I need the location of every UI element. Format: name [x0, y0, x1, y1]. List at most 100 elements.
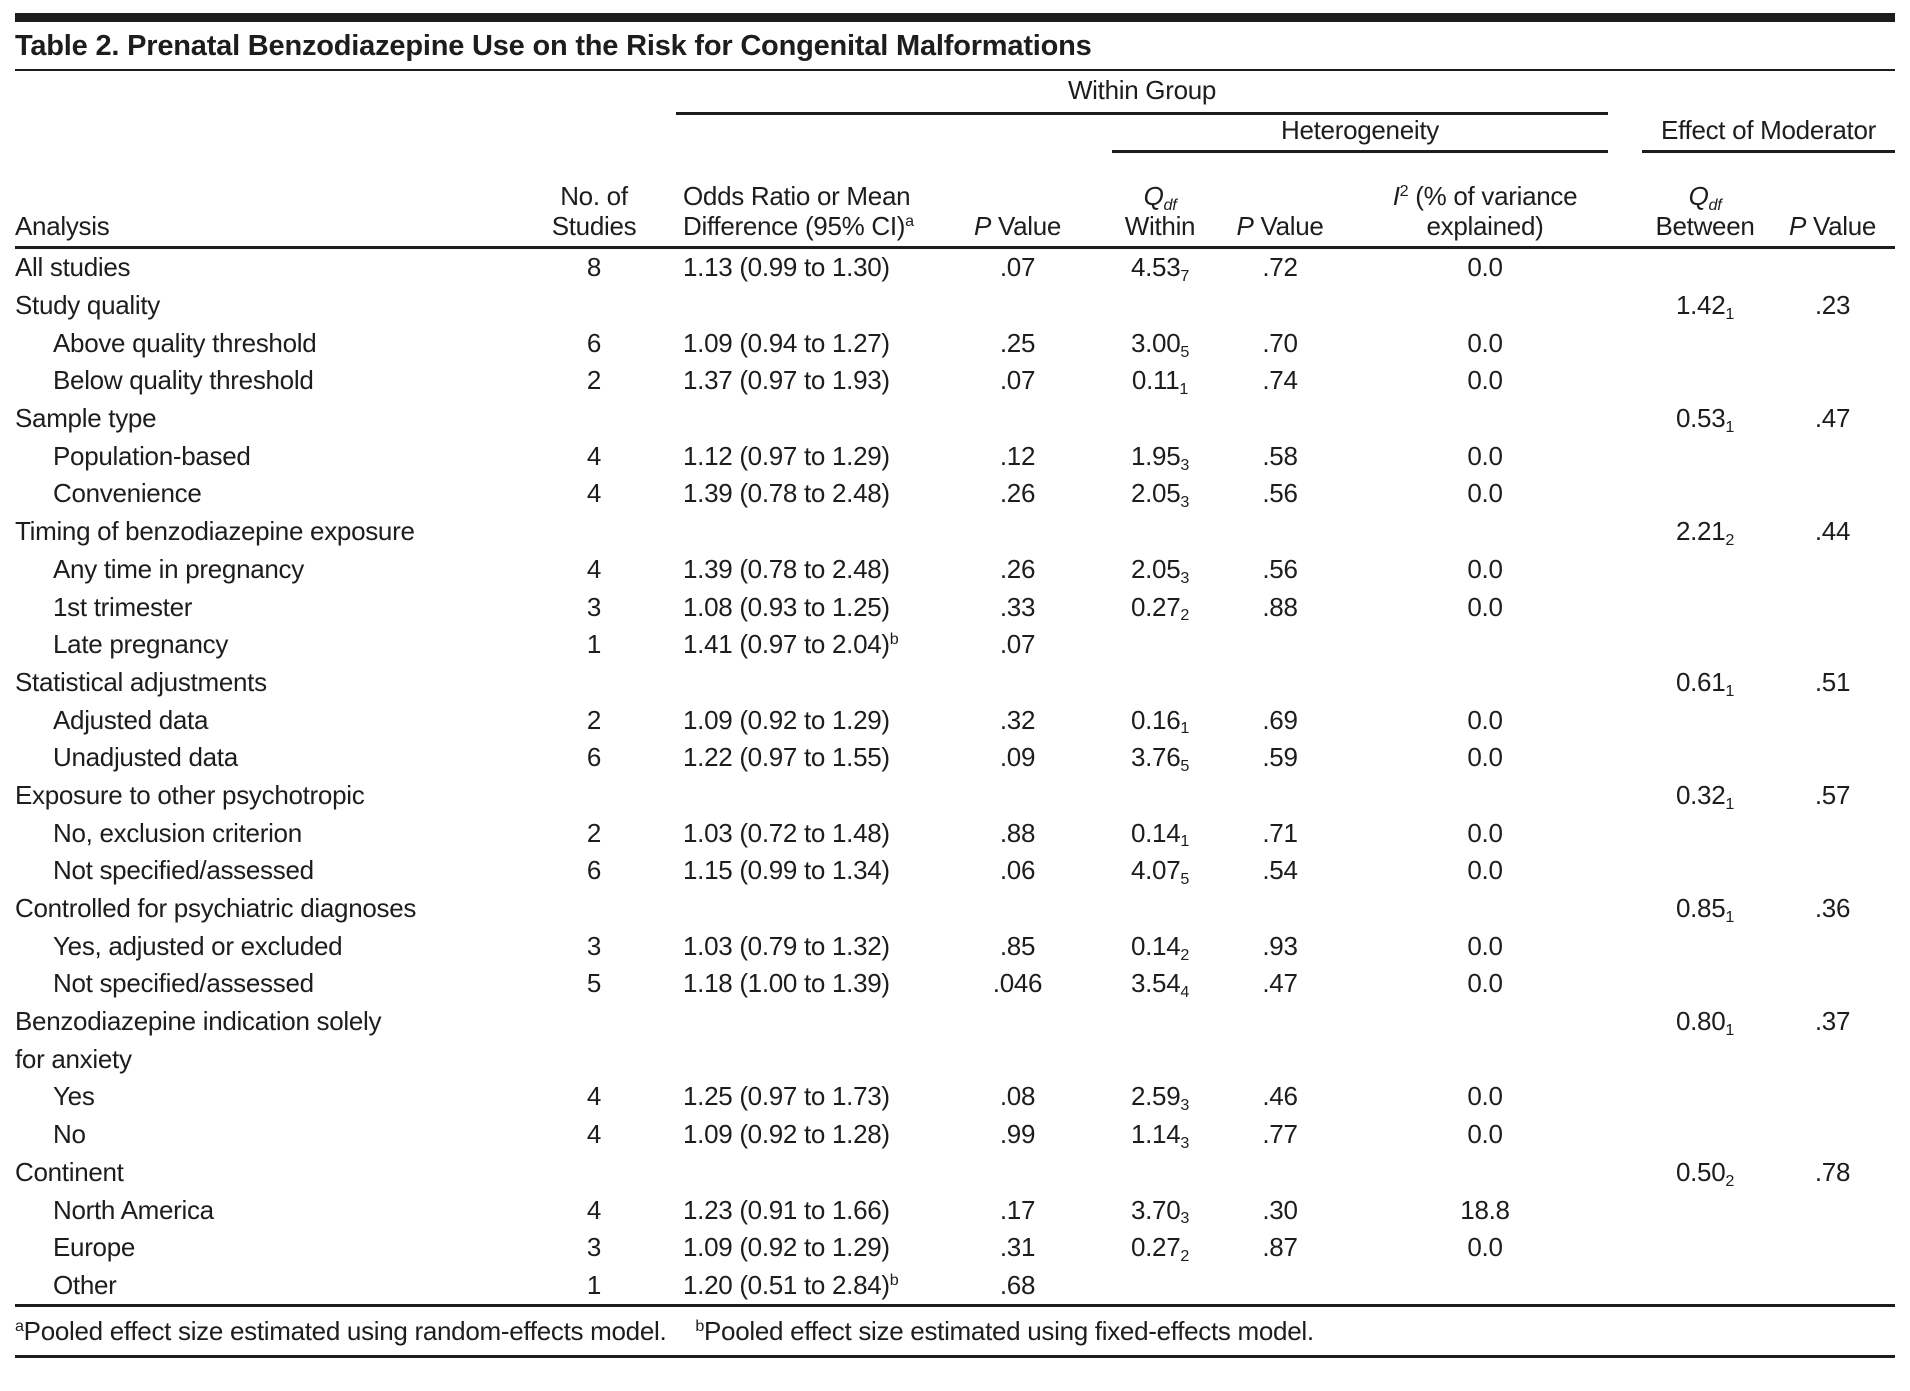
table-row: Yes, adjusted or excluded 3 1.03 (0.79 to … [15, 927, 1895, 965]
cell-no-of-studies: 4 [586, 1194, 602, 1225]
cell-odds-ratio: 1.22 (0.97 to 1.55) [683, 742, 890, 773]
cell-p-value-heterogeneity: .71 [1262, 817, 1298, 848]
cell-p-value-heterogeneity: .30 [1262, 1194, 1298, 1225]
cell-no-of-studies: 3 [586, 591, 602, 622]
cell-p-value-heterogeneity: .77 [1262, 1119, 1298, 1150]
cell-analysis: Exposure to other psychotropic [15, 779, 365, 810]
cell-analysis: Unadjusted data [53, 742, 238, 773]
cell-analysis: for anxiety [15, 1043, 132, 1074]
table-row: Unadjusted data 6 1.22 (0.97 to 1.55) .09 3.… [15, 739, 1895, 777]
table-row: North America 4 1.23 (0.91 to 1.66) .17 3.70… [15, 1191, 1895, 1229]
table-title-block: Table 2. Prenatal Benzodiazepine Use on … [15, 22, 1895, 71]
cell-p-value-within: .68 [999, 1269, 1036, 1300]
footnote-marker-a: a [15, 1317, 24, 1336]
cell-q-within: 3.765 [1130, 742, 1190, 776]
cell-q-within: 0.141 [1130, 817, 1190, 851]
table-row: Late pregnancy 1 1.41 (0.97 to 2.04)b .07 [15, 626, 1895, 664]
spanner-effect-of-moderator: Effect of Moderator [1661, 115, 1876, 145]
cell-p-value-within: .07 [999, 629, 1036, 660]
cell-p-value-heterogeneity: .47 [1262, 968, 1298, 999]
cell-p-value-within: .85 [999, 930, 1036, 961]
cell-analysis: Not specified/assessed [53, 855, 314, 886]
cell-analysis: Convenience [53, 478, 202, 509]
table-row: 1st trimester 3 1.08 (0.93 to 1.25) .33 0.27… [15, 588, 1895, 626]
cell-i-squared: 0.0 [1467, 1119, 1503, 1150]
cell-p-value-within: .26 [999, 553, 1036, 584]
cell-no-of-studies: 4 [586, 553, 602, 584]
cell-odds-ratio: 1.15 (0.99 to 1.34) [683, 855, 890, 886]
table-body: All studies 8 1.13 (0.99 to 1.30) .07 4.537.… [15, 249, 1895, 1304]
table-row: Any time in pregnancy 4 1.39 (0.78 to 2.48… [15, 551, 1895, 589]
table-row: Continent 0.502 .78 [15, 1154, 1895, 1192]
cell-p-value-moderator: .36 [1814, 893, 1851, 924]
table-row: Timing of benzodiazepine exposure 2.212 .4… [15, 513, 1895, 551]
cell-q-within: 0.272 [1130, 1232, 1190, 1266]
cell-odds-ratio: 1.25 (0.97 to 1.73) [683, 1081, 890, 1112]
col-header-p-value-heterogeneity: P Value [1236, 211, 1324, 241]
cell-analysis: Sample type [15, 403, 157, 434]
cell-analysis: Yes [53, 1081, 95, 1112]
cell-no-of-studies: 1 [586, 1269, 602, 1300]
cell-odds-ratio: 1.09 (0.92 to 1.28) [683, 1119, 890, 1150]
cell-p-value-heterogeneity: .70 [1262, 327, 1298, 358]
table-row: Not specified/assessed 6 1.15 (0.99 to 1.3… [15, 852, 1895, 890]
cell-odds-ratio: 1.12 (0.97 to 1.29) [683, 440, 890, 471]
col-header-odds-ratio: Odds Ratio or Mean Difference (95% CI)a [683, 181, 914, 241]
col-header-i-squared: I2 (% of variance explained) [1392, 181, 1578, 241]
table-row: Study quality 1.421 .23 [15, 287, 1895, 325]
col-header-no-of-studies: No. of Studies [551, 181, 637, 241]
table-title: Table 2. Prenatal Benzodiazepine Use on … [15, 30, 1092, 62]
cell-odds-ratio: 1.09 (0.92 to 1.29) [683, 1232, 890, 1263]
table-row: Yes 4 1.25 (0.97 to 1.73) .08 2.593 .46 0.0 [15, 1078, 1895, 1116]
cell-p-value-heterogeneity: .93 [1262, 930, 1298, 961]
cell-p-value-moderator: .23 [1814, 290, 1851, 321]
cell-q-between: 0.611 [1675, 666, 1735, 700]
cell-no-of-studies: 1 [586, 629, 602, 660]
cell-q-between: 0.851 [1675, 893, 1735, 926]
cell-no-of-studies: 3 [586, 1232, 602, 1263]
cell-no-of-studies: 4 [586, 1081, 602, 1112]
cell-q-within: 3.544 [1130, 968, 1190, 1002]
cell-q-within: 3.005 [1130, 327, 1190, 361]
cell-analysis: North America [53, 1194, 214, 1225]
spanner-heterogeneity: Heterogeneity [1281, 115, 1439, 145]
cell-no-of-studies: 6 [586, 742, 602, 773]
table-row: Benzodiazepine indication solely 0.801 .37 [15, 1003, 1895, 1041]
cell-analysis: No [53, 1119, 86, 1150]
cell-analysis: Continent [15, 1156, 124, 1187]
cell-odds-ratio: 1.39 (0.78 to 2.48) [683, 553, 890, 584]
cell-analysis: Below quality threshold [53, 365, 314, 396]
cell-analysis: Study quality [15, 290, 160, 321]
col-header-p-value-within: P Value [973, 211, 1062, 241]
cell-no-of-studies: 5 [586, 968, 602, 999]
footnote-a: aPooled effect size estimated using rand… [15, 1316, 667, 1347]
top-rule-bar [15, 13, 1895, 22]
cell-p-value-within: .12 [999, 440, 1036, 471]
cell-i-squared: 0.0 [1467, 365, 1503, 396]
cell-p-value-moderator: .51 [1814, 666, 1851, 697]
footnote-marker-b: b [695, 1317, 704, 1336]
cell-p-value-within: .07 [999, 252, 1036, 283]
cell-p-value-moderator: .57 [1814, 779, 1851, 810]
col-header-q-between: Qdf Between [1655, 181, 1755, 241]
cell-analysis: Above quality threshold [53, 327, 317, 358]
cell-analysis: Statistical adjustments [15, 666, 267, 697]
table-row: Adjusted data 2 1.09 (0.92 to 1.29) .32 0.16… [15, 701, 1895, 739]
cell-p-value-within: .06 [999, 855, 1036, 886]
column-headers: Analysis No. of Studies Odds Ratio or Me… [15, 181, 1895, 241]
cell-no-of-studies: 6 [586, 327, 602, 358]
cell-p-value-within: .046 [992, 968, 1043, 999]
cell-p-value-heterogeneity: .59 [1262, 742, 1298, 773]
cell-p-value-heterogeneity: .54 [1262, 855, 1298, 886]
spanner-within-group: Within Group [1067, 75, 1217, 105]
cell-i-squared: 0.0 [1467, 968, 1503, 999]
footnote: aPooled effect size estimated using rand… [15, 1304, 1895, 1359]
cell-i-squared: 0.0 [1467, 327, 1503, 358]
cell-i-squared: 0.0 [1467, 1081, 1503, 1112]
cell-no-of-studies: 2 [586, 704, 602, 735]
cell-no-of-studies: 2 [586, 365, 602, 396]
cell-p-value-moderator: .37 [1814, 1006, 1851, 1037]
cell-analysis: Controlled for psychiatric diagnoses [15, 893, 417, 924]
table-row: All studies 8 1.13 (0.99 to 1.30) .07 4.537.… [15, 249, 1895, 287]
table-row: Controlled for psychiatric diagnoses 0.85… [15, 890, 1895, 928]
